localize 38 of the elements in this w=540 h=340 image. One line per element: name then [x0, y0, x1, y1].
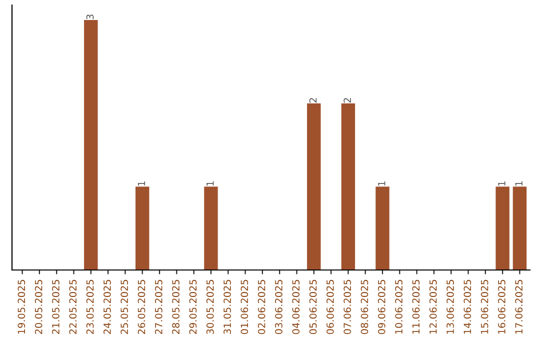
x-tick-label: 19.05.2025	[18, 280, 26, 334]
data-label: 1	[515, 181, 522, 186]
x-tick-label: 12.06.2025	[429, 280, 437, 334]
data-label: 1	[498, 181, 506, 186]
data-label: 2	[309, 98, 317, 103]
x-tick-label: 11.06.2025	[412, 280, 420, 334]
x-tick-label: 20.05.2025	[34, 280, 42, 334]
x-tick-label: 29.05.2025	[189, 280, 197, 334]
x-tick-label: 25.05.2025	[120, 280, 128, 334]
x-tick-label: 07.06.2025	[344, 280, 352, 334]
x-tick-label: 30.05.2025	[206, 280, 214, 334]
x-tick-label: 09.06.2025	[378, 280, 386, 334]
x-tick-label: 14.06.2025	[464, 280, 472, 334]
x-tick-label: 10.06.2025	[395, 280, 402, 334]
x-tick-label: 13.06.2025	[446, 280, 454, 334]
x-tick-label: 04.06.2025	[292, 280, 300, 334]
x-tick-label: 15.06.2025	[480, 280, 488, 334]
x-tick-label: 22.05.2025	[69, 280, 77, 334]
x-tick-label: 16.06.2025	[498, 280, 506, 334]
data-label: 3	[86, 14, 94, 20]
data-label: 1	[206, 181, 214, 186]
x-tick-label: 03.06.2025	[275, 280, 282, 334]
x-tick-label: 08.06.2025	[360, 280, 368, 334]
x-tick-label: 24.05.2025	[104, 280, 111, 334]
x-tick-label: 02.06.2025	[258, 280, 266, 334]
x-tick-label: 23.05.2025	[86, 280, 94, 334]
x-tick-label: 01.06.2025	[240, 280, 248, 334]
x-tick-label: 27.05.2025	[154, 280, 162, 334]
x-tick-label: 05.06.2025	[309, 280, 317, 334]
x-tick-label: 31.05.2025	[224, 280, 231, 334]
x-tick-label: 17.06.2025	[515, 280, 523, 334]
data-label: 1	[138, 181, 146, 186]
data-label: 1	[378, 181, 386, 186]
x-tick-label: 28.05.2025	[172, 280, 180, 334]
x-tick-label: 06.06.2025	[326, 280, 334, 334]
x-tick-label: 21.05.2025	[52, 280, 60, 334]
data-label: 2	[344, 98, 351, 103]
x-tick-label: 26.05.2025	[138, 280, 146, 334]
